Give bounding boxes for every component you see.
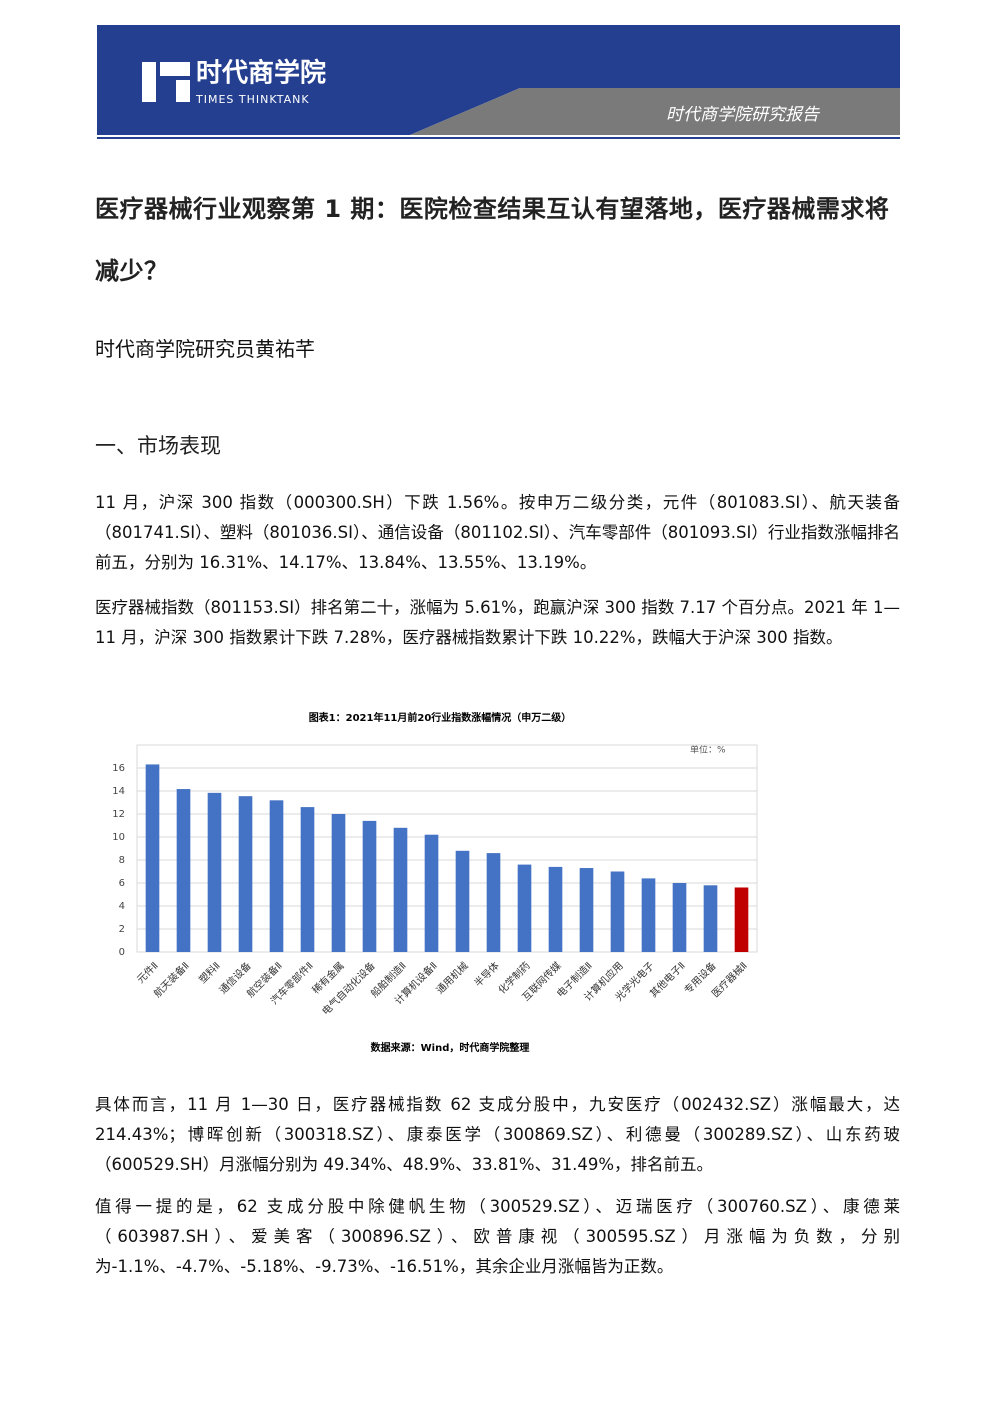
bar: [362, 820, 377, 952]
bar: [486, 853, 501, 952]
section-heading: 一、市场表现: [95, 434, 221, 458]
chart-unit: 单位：%: [690, 744, 726, 756]
bar: [145, 764, 160, 952]
chart-source: 数据来源：Wind，时代商学院整理: [371, 1041, 530, 1054]
chart-title: 图表1：2021年11月前20行业指数涨幅情况（申万二级）: [309, 711, 572, 724]
y-tick-label: 6: [119, 878, 125, 889]
header-band: [97, 25, 900, 135]
y-tick-label: 4: [119, 901, 125, 912]
report-label: 时代商学院研究报告: [666, 105, 821, 125]
bar: [331, 814, 346, 952]
bar: [517, 864, 532, 952]
x-tick-label: 电气自动化设备: [319, 959, 378, 1018]
doc-title: 医疗器械行业观察第 1 期：医院检查结果互认有望落地，医疗器械需求将减少？: [95, 195, 890, 285]
x-tick-label: 通用机械: [433, 959, 470, 996]
bar: [393, 827, 408, 952]
y-tick-label: 12: [112, 809, 125, 820]
y-tick-label: 10: [112, 832, 125, 843]
bar: [424, 834, 439, 952]
header: 时代商学院 TIMES THINKTANK 时代商学院研究报告: [97, 25, 900, 139]
logo-en: TIMES THINKTANK: [195, 93, 310, 106]
header-gray: [410, 88, 900, 135]
chart: 图表1：2021年11月前20行业指数涨幅情况（申万二级） 单位：% 数据来源：…: [112, 711, 758, 1054]
bar: [579, 868, 594, 952]
logo-icon: [160, 62, 190, 76]
bar: [269, 800, 284, 952]
y-tick-label: 2: [119, 924, 125, 935]
logo-icon: [142, 62, 156, 102]
logo-icon: [176, 80, 190, 102]
bar: [238, 796, 253, 952]
x-tick-label: 塑料Ⅱ: [196, 959, 223, 986]
y-tick-label: 16: [112, 763, 125, 774]
bar: [610, 871, 625, 952]
paragraph: 医疗器械指数（801153.SI）排名第二十，涨幅为 5.61%，跑赢沪深 30…: [95, 598, 900, 647]
paragraph: 值得一提的是，62 支成分股中除健帆生物（300529.SZ）、迈瑞医疗（300…: [95, 1197, 900, 1276]
y-tick-label: 0: [119, 947, 125, 958]
bar: [300, 807, 315, 952]
bar: [548, 866, 563, 952]
x-tick-label: 元件Ⅱ: [135, 960, 161, 986]
bar: [176, 789, 191, 952]
logo-name: 时代商学院: [196, 58, 326, 89]
bar: [207, 792, 222, 952]
author: 时代商学院研究员黄祐芊: [95, 337, 315, 361]
y-tick-label: 8: [119, 855, 125, 866]
bar: [672, 883, 687, 952]
plot-area: [136, 744, 758, 953]
bar: [455, 850, 470, 952]
y-tick-label: 14: [112, 786, 125, 797]
bar: [641, 878, 656, 952]
bar: [703, 885, 718, 952]
paragraph: 11 月，沪深 300 指数（000300.SH）下跌 1.56%。按申万二级分…: [95, 493, 900, 572]
bar: [734, 887, 749, 952]
x-tick-label: 半导体: [471, 959, 501, 989]
paragraph: 具体而言，11 月 1—30 日，医疗器械指数 62 支成分股中，九安医疗（00…: [95, 1095, 900, 1174]
